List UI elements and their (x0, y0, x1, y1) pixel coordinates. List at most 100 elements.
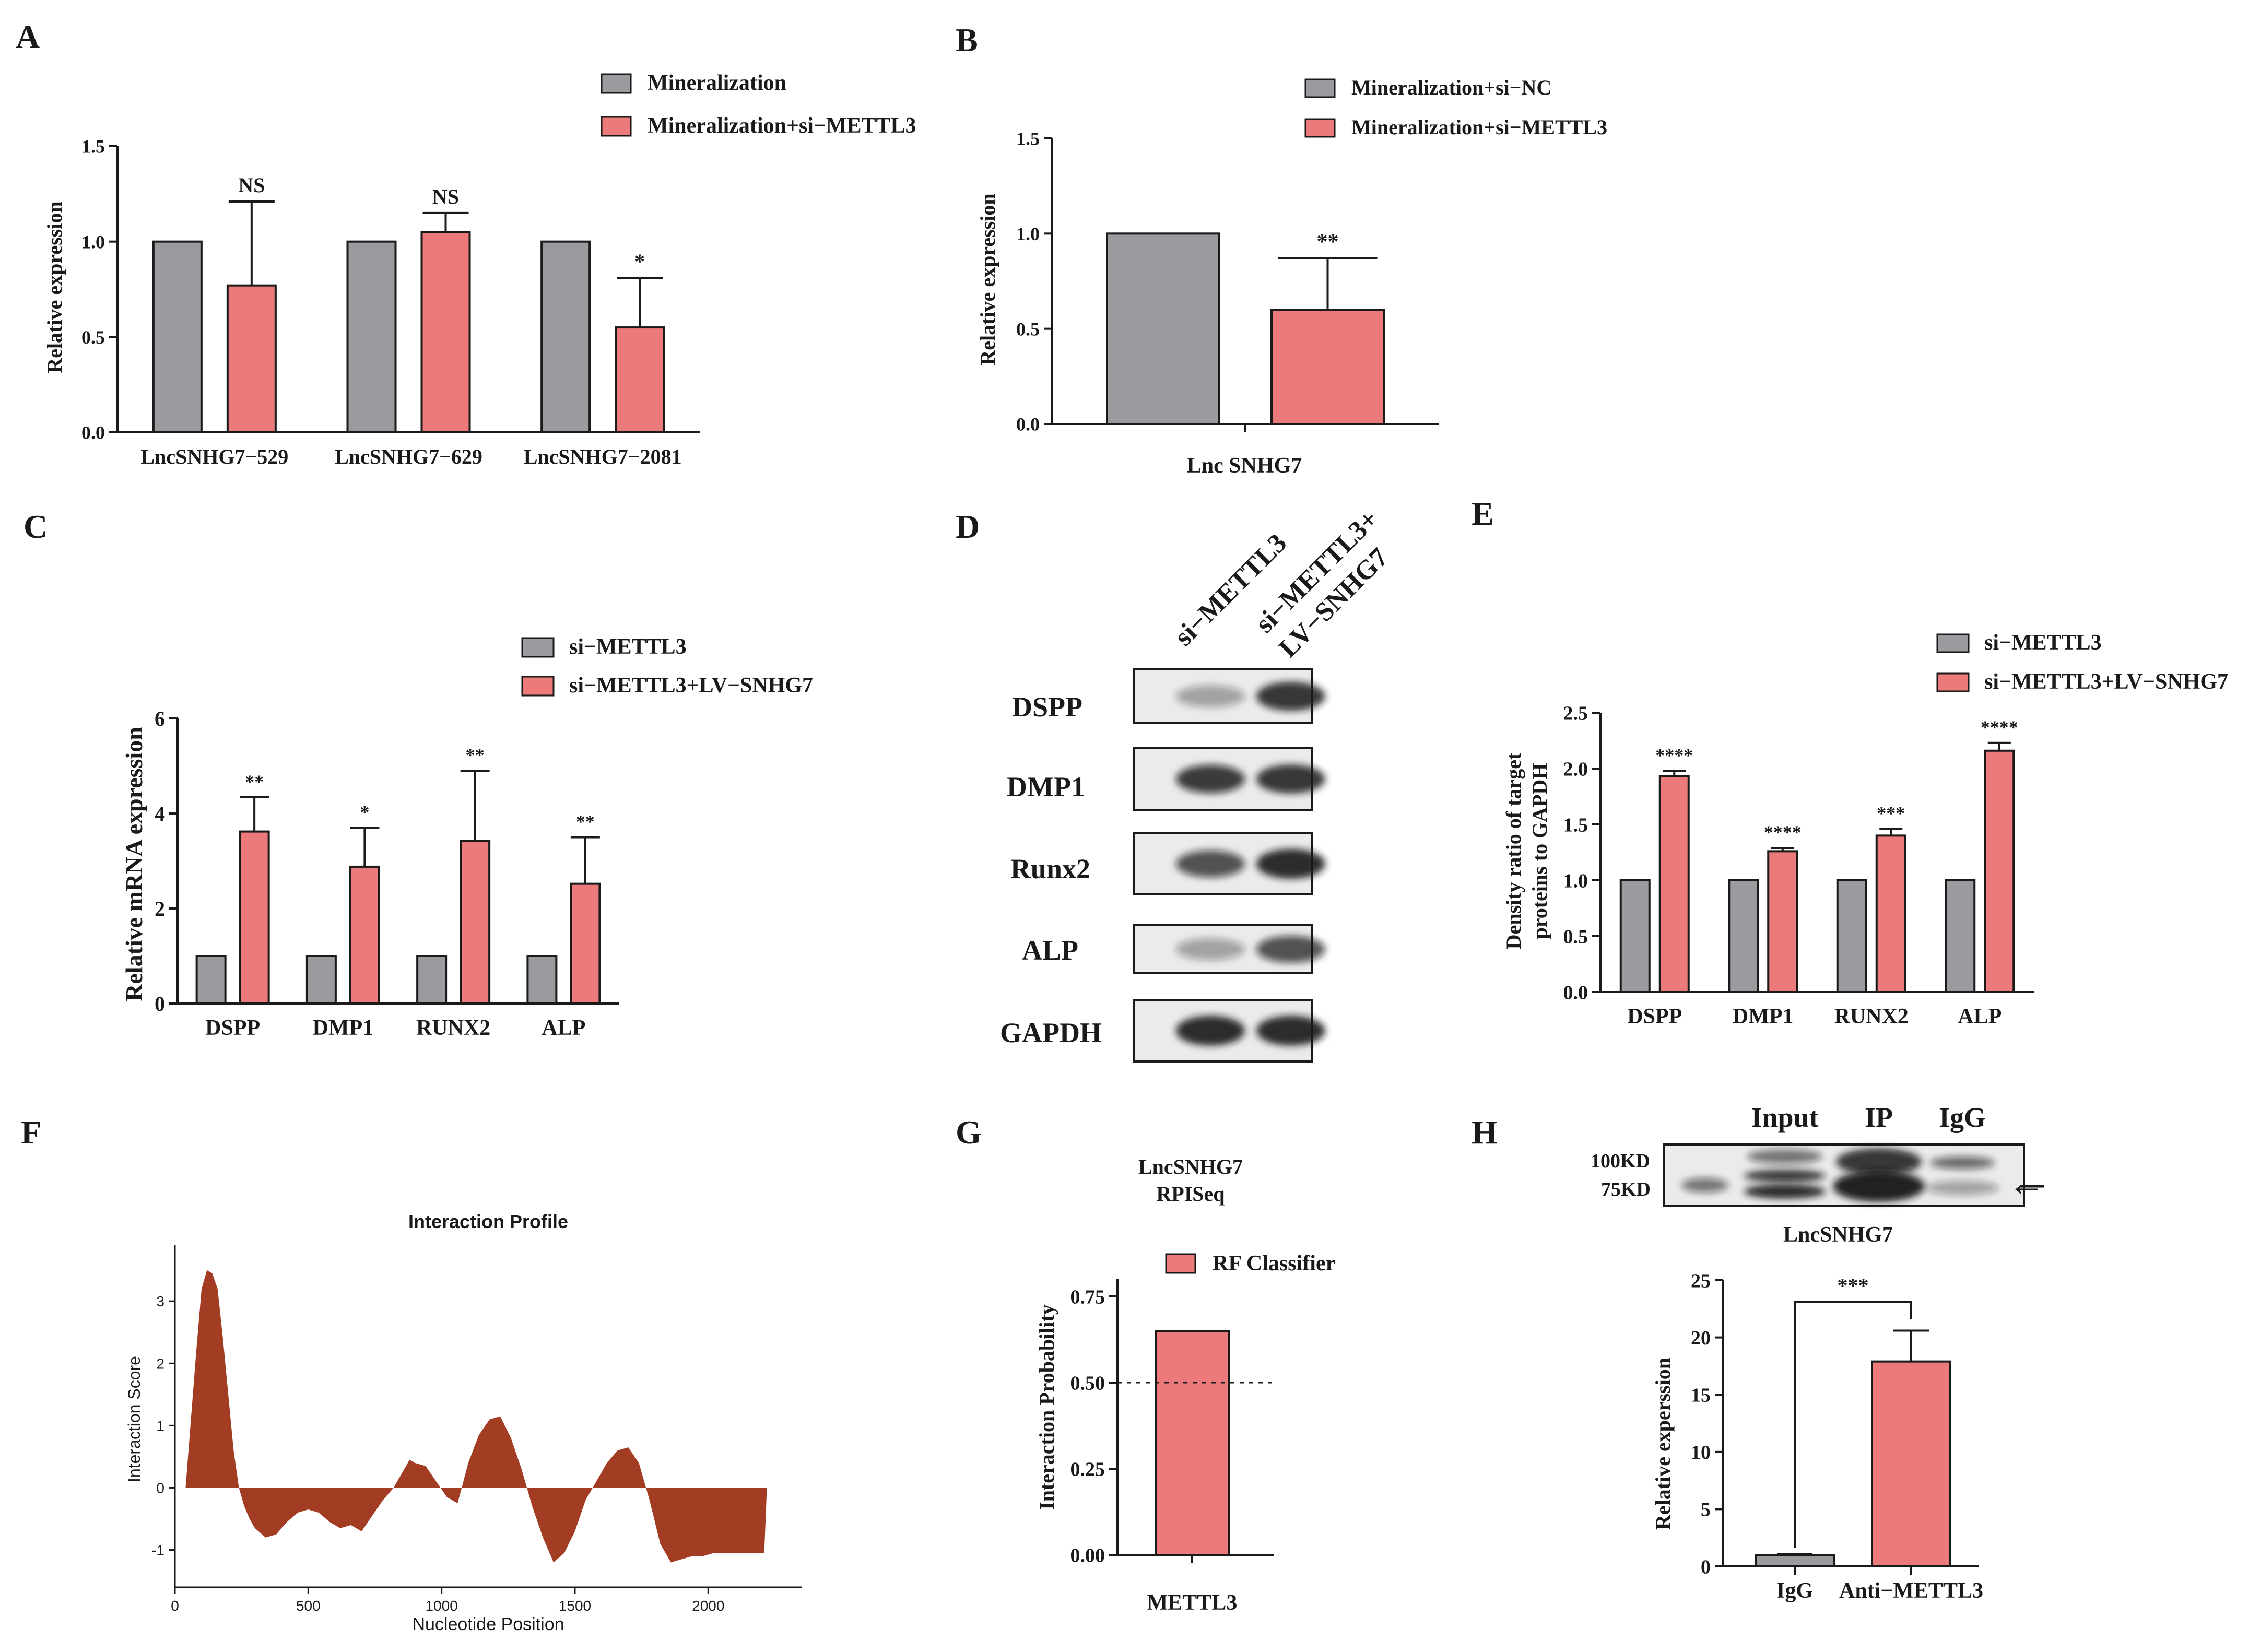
blot-band (1836, 1148, 1922, 1175)
blot-band (1256, 1016, 1325, 1046)
blot-d (1133, 668, 1325, 1063)
blot-band (1256, 848, 1325, 879)
y-tick-label: 6 (155, 707, 165, 730)
blot-lane-label-igg: IgG (1939, 1102, 1986, 1133)
plot-g: 0.00 0.25 0.50 0.75 METTL3 (1070, 1279, 1274, 1615)
bar (1871, 1360, 1951, 1568)
legend-swatch-si-mettl3-b (1304, 118, 1336, 138)
legend-label-si-nc: Mineralization+si−NC (1351, 76, 1551, 99)
blot-band (1744, 1170, 1826, 1182)
x-tick-label: RUNX2 (1834, 1005, 1909, 1029)
y-tick-label: -1 (151, 1542, 164, 1559)
legend-label-si-mettl3-b: Mineralization+si−METTL3 (1351, 115, 1607, 139)
legend-a: Mineralization Mineralization+si−METTL3 (601, 71, 916, 138)
blot-lane-label-ip: IP (1865, 1102, 1893, 1133)
y-tick-label: 3 (156, 1293, 164, 1309)
blot-strip (1663, 1143, 2025, 1207)
bar (1755, 1554, 1835, 1568)
blot-row-label-gapdh: GAPDH (1000, 1017, 1102, 1048)
panel-letter-b: B (956, 21, 978, 58)
bar (1945, 879, 1976, 993)
y-tick-label: 0.5 (81, 327, 105, 348)
significance-label: * (634, 250, 645, 273)
significance-label: ** (576, 811, 595, 832)
blot-row-label-alp: ALP (1022, 935, 1078, 966)
blot-band (1256, 764, 1325, 794)
panel-b: Mineralization+si−NC Mineralization+si−M… (976, 76, 1607, 478)
y-tick-label: 1.5 (81, 136, 105, 157)
panel-f: Interaction Profile Interaction Score Nu… (125, 1211, 802, 1634)
bar (1619, 879, 1651, 993)
bar (615, 326, 665, 433)
y-tick-label: 1.0 (1016, 223, 1040, 244)
significance-label: NS (238, 173, 265, 197)
x-tick-label: ALP (1958, 1005, 2002, 1029)
panel-e: si−METTL3 si−METTL3+LV−SNHG7 Density rat… (1502, 631, 2228, 1029)
x-axis-label-f: Nucleotide Position (412, 1614, 564, 1634)
bar (540, 240, 591, 433)
bar (346, 240, 397, 433)
legend-label-mineralization: Mineralization (648, 71, 786, 95)
y-axis-label-a: Relative expression (43, 201, 66, 373)
legend-label-si-mettl3-e: si−METTL3 (1984, 631, 2102, 655)
legend-swatch-mineralization-si-mettl3 (601, 116, 632, 137)
blot-h (1663, 1143, 2044, 1207)
y-tick-label: 0.0 (1016, 414, 1040, 435)
x-axis-label-b: Lnc SNHG7 (1187, 454, 1302, 478)
y-tick-label: 2 (155, 897, 165, 921)
blot-band (1176, 685, 1245, 707)
plot-b: 0.0 0.5 1.0 1.5 ** (1016, 128, 1439, 435)
legend-swatch-si-mettl3-c (521, 637, 555, 658)
panel-letter-a: A (16, 18, 40, 55)
panel-a: Mineralization Mineralization+si−METTL3 … (43, 71, 916, 468)
blot-band (1256, 681, 1325, 711)
blot-row-label-runx2: Runx2 (1010, 853, 1090, 884)
bar (239, 830, 270, 1005)
x-tick-label: METTL3 (1147, 1591, 1238, 1615)
plot-e: 0.0 0.5 1.0 1.5 2.0 2.5 **** DSPP **** DMP1 *** RUN… (1563, 702, 2034, 1029)
bar (1836, 879, 1867, 993)
bar (349, 865, 380, 1005)
y-axis-label-e-line2: proteins to GAPDH (1528, 763, 1551, 939)
y-tick-label: 1 (156, 1418, 164, 1434)
blot-band (1681, 1178, 1728, 1193)
legend-e: si−METTL3 si−METTL3+LV−SNHG7 (1936, 631, 2228, 694)
blot-band (1747, 1149, 1822, 1164)
legend-label-si-mettl3-c: si−METTL3 (569, 635, 687, 659)
panel-letter-h: H (1472, 1114, 1498, 1151)
blot-band (1256, 936, 1325, 963)
blot-band (1926, 1181, 1999, 1195)
y-tick-label: 1.0 (81, 231, 105, 252)
x-tick-label: LncSNHG7−529 (140, 445, 288, 468)
y-tick-label: 0.25 (1070, 1458, 1105, 1480)
x-tick-label: DMP1 (313, 1016, 374, 1040)
significance-label: ** (466, 745, 485, 765)
panel-h: Input IP IgG 100KD 75KD ← LncSNHG7 Relat… (1591, 1102, 2045, 1603)
marker-label-100kd: 100KD (1591, 1150, 1650, 1172)
plot-f: -1 0 1 2 3 0 500 1000 1500 2000 (151, 1245, 802, 1614)
chart-title-g-line1: LncSNHG7 (1138, 1155, 1243, 1178)
y-tick-label: 2 (156, 1355, 164, 1372)
y-tick-label: 0.0 (1563, 982, 1588, 1004)
legend-swatch-si-mettl3-e (1936, 633, 1970, 653)
bar (1728, 879, 1759, 993)
y-tick-label: 0.0 (81, 422, 105, 443)
legend-label-rf-classifier: RF Classifier (1213, 1252, 1335, 1276)
blot-band (1176, 1016, 1245, 1046)
y-tick-label: 20 (1691, 1327, 1711, 1349)
y-tick-label: 2.0 (1563, 758, 1588, 780)
y-tick-label: 0 (156, 1480, 164, 1496)
significance-label: NS (432, 185, 459, 208)
bar (1984, 749, 2015, 993)
x-tick-label: 0 (171, 1598, 179, 1614)
interaction-area (185, 1270, 767, 1563)
x-tick-label: IgG (1776, 1579, 1813, 1603)
significance-label: *** (1877, 803, 1905, 824)
panel-letter-d: D (956, 508, 980, 545)
x-tick-label: LncSNHG7−629 (335, 445, 482, 468)
y-tick-label: 0.00 (1070, 1544, 1105, 1566)
significance-bracket (1794, 1301, 1912, 1548)
blot-row-label-dspp: DSPP (1012, 691, 1082, 723)
legend-swatch-lv-snhg7-e (1936, 672, 1970, 692)
